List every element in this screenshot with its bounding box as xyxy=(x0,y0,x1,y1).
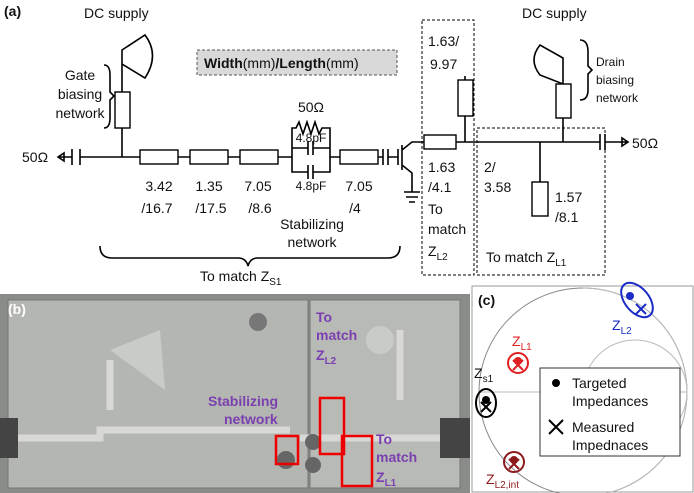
connector xyxy=(0,418,18,458)
match-sub: L1 xyxy=(385,478,397,489)
capacitor-label: 4.8pF xyxy=(296,179,327,193)
stabilizing-label: Stabilizing xyxy=(208,393,278,409)
brace xyxy=(100,246,400,266)
panel-c: (c) ZL2 ZL1 Zs1 ZL2,int Targeted Impedan… xyxy=(472,277,693,493)
key-unit: (mm) xyxy=(243,55,276,71)
match-sub: L2 xyxy=(437,252,449,263)
stub-width: 1.57 xyxy=(555,189,582,205)
figure: (a) DC supply Gate biasing network Width… xyxy=(0,0,694,493)
match-label: To xyxy=(316,309,332,325)
point-sub: s1 xyxy=(483,374,494,385)
input-port xyxy=(58,149,140,165)
panel-label: (b) xyxy=(8,301,26,317)
gate-network: network xyxy=(55,105,105,121)
line-length: /16.7 xyxy=(141,200,172,216)
stub-fan xyxy=(366,326,394,354)
line-length: /8.6 xyxy=(248,200,272,216)
line-width: 7.05 xyxy=(345,178,372,194)
match-sub: S1 xyxy=(269,277,282,288)
port-label: 50Ω xyxy=(632,135,658,151)
match-label: match xyxy=(428,221,466,237)
brace xyxy=(104,65,114,128)
port-label: 50Ω xyxy=(22,149,48,165)
drain-resistor xyxy=(556,84,571,118)
screw xyxy=(305,434,321,450)
stub-length: 9.97 xyxy=(430,56,457,72)
match-label: match xyxy=(316,327,357,343)
stabilizing-label: Stabilizing xyxy=(280,216,344,232)
key-unit: (mm) xyxy=(326,55,359,71)
stabilizing-label: network xyxy=(287,234,337,250)
gate-network: biasing xyxy=(58,86,102,102)
match-label: To xyxy=(376,431,392,447)
line-width: 3.42 xyxy=(145,178,172,194)
brace xyxy=(580,40,592,100)
panel-a: (a) DC supply Gate biasing network Width… xyxy=(4,3,658,288)
stub xyxy=(458,80,473,116)
targeted-point xyxy=(626,292,634,300)
stub-length: /8.1 xyxy=(555,209,579,225)
match-label: match xyxy=(376,449,417,465)
match-label: ZL2 xyxy=(428,243,448,263)
gate-network: Gate xyxy=(65,67,96,83)
tline xyxy=(240,150,278,164)
line-length: /17.5 xyxy=(195,200,226,216)
gate-resistor xyxy=(115,92,130,128)
point-sub: L2 xyxy=(621,326,633,337)
legend-text: Impednaces xyxy=(572,437,648,453)
screw xyxy=(249,313,267,331)
line-width: 1.63 xyxy=(428,159,455,175)
transistor xyxy=(398,142,420,202)
capacitor-label: 4.8pF xyxy=(296,131,327,145)
line-width: 2/ xyxy=(484,159,496,175)
match-sub: L1 xyxy=(555,258,567,269)
legend-text: Targeted xyxy=(572,375,626,391)
line-length: /4.1 xyxy=(428,179,452,195)
key-word: Width xyxy=(204,55,243,71)
match-label: To xyxy=(428,201,443,217)
dimension-key: Width(mm)/Length(mm) xyxy=(204,55,359,71)
line-length: 3.58 xyxy=(484,179,511,195)
drain-network: Drain xyxy=(596,55,625,69)
tline xyxy=(190,150,228,164)
legend-text: Measured xyxy=(572,419,634,435)
key-word: Length xyxy=(279,55,326,71)
output-port xyxy=(600,134,628,150)
drain-network: network xyxy=(596,91,639,105)
drain-network: biasing xyxy=(596,73,634,87)
tline xyxy=(424,135,456,149)
match-label: To match ZL1 xyxy=(486,249,567,269)
match-text: To match Z xyxy=(486,249,556,265)
tline xyxy=(340,150,378,164)
panel-label: (a) xyxy=(4,3,21,19)
legend-text: Impedances xyxy=(572,393,648,409)
stabilizing-label: network xyxy=(224,411,278,427)
point-sub: L1 xyxy=(521,342,533,353)
dc-supply: DC supply xyxy=(522,5,587,21)
point-sub: L2,int xyxy=(495,480,520,491)
match-text: To match Z xyxy=(200,268,270,284)
match-sub: L2 xyxy=(325,356,337,367)
panel-b: (b) To match ZL2 Stabilizing network To … xyxy=(0,294,470,493)
match-label: To match ZS1 xyxy=(200,268,282,288)
resistor-label: 50Ω xyxy=(298,99,324,115)
line-width: 1.35 xyxy=(195,178,222,194)
stub-width: 1.63/ xyxy=(428,33,459,49)
line-length: /4 xyxy=(349,200,361,216)
connector xyxy=(440,418,470,458)
panel-label: (c) xyxy=(478,292,495,308)
tline xyxy=(140,150,178,164)
dc-supply: DC supply xyxy=(84,5,149,21)
line-width: 7.05 xyxy=(244,178,271,194)
legend-marker xyxy=(552,379,560,387)
screw xyxy=(305,457,321,473)
stub xyxy=(532,182,548,216)
screw xyxy=(277,451,295,469)
